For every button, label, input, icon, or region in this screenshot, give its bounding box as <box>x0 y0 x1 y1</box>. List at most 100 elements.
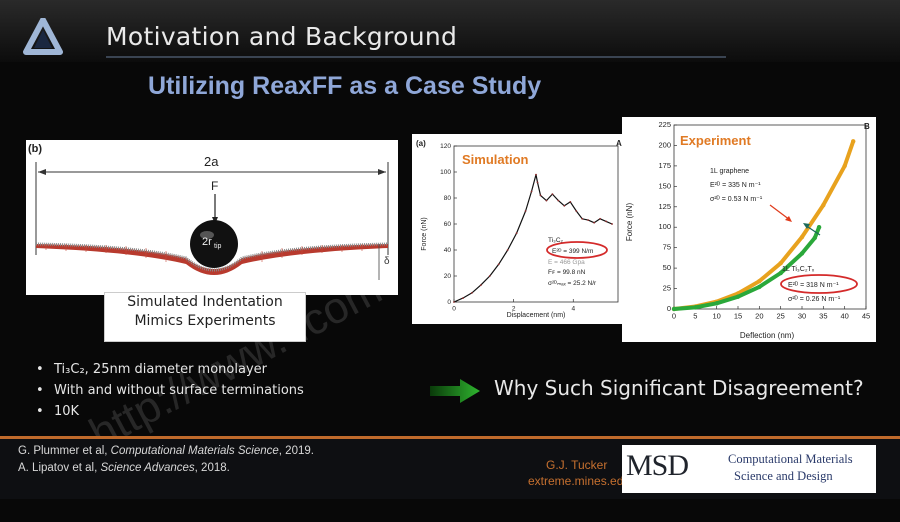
indenter-tip <box>190 220 238 268</box>
y-tick-label: 120 <box>440 143 451 150</box>
data-point <box>587 219 590 221</box>
annot-ff: Fꜰ = 99.8 nN <box>548 269 586 276</box>
bullet-list: Ti₃C₂, 25nm diameter monolayer With and … <box>36 362 304 425</box>
graphene-e2d: E²ᴰ = 335 N m⁻¹ <box>710 182 761 189</box>
y-tick-label: 0 <box>667 304 671 313</box>
x-tick-label: 4 <box>571 306 575 313</box>
data-point <box>497 263 500 266</box>
panel-b-tag: (b) <box>28 143 42 155</box>
panel-B-corner-tag: B <box>864 122 870 131</box>
data-point <box>778 261 783 266</box>
website-link[interactable]: extreme.mines.edu <box>528 474 631 488</box>
y-axis-label: Force (nN) <box>625 203 634 242</box>
graphene-sigma: σ²ᴰ = 0.53 N m⁻¹ <box>710 196 763 203</box>
msd-logo-line-2: Science and Design <box>734 469 833 483</box>
annot-sigma: σ²ᴰₘₐₓ = 25.2 N/r <box>548 280 597 287</box>
simulation-chart: (a) A Simulation Force (nN) Displacement… <box>412 134 624 324</box>
y-tick-label: 40 <box>444 247 452 254</box>
x-tick-label: 2 <box>512 306 516 313</box>
data-point <box>851 139 856 144</box>
y-tick-label: 0 <box>447 299 451 306</box>
data-point <box>569 201 572 203</box>
x-tick-label: 0 <box>672 312 676 321</box>
reference-2: A. Lipatov et al, Science Advances, 2018… <box>18 462 230 474</box>
data-point <box>581 217 584 220</box>
x-tick-label: 5 <box>693 312 697 321</box>
data-point <box>530 190 533 193</box>
dimension-label: 2a <box>204 154 219 169</box>
data-point <box>605 220 607 223</box>
data-point <box>799 234 805 240</box>
data-point <box>535 173 537 176</box>
data-point <box>506 249 509 251</box>
slide-subtitle: Utilizing ReaxFF as a Case Study <box>148 72 542 100</box>
data-point <box>821 202 826 208</box>
y-tick-label: 75 <box>663 243 671 252</box>
chart-title: Experiment <box>680 133 751 148</box>
reference-1: G. Plummer et al, Computational Material… <box>18 445 314 457</box>
y-tick-label: 200 <box>658 140 671 149</box>
x-tick-label: 35 <box>819 312 827 321</box>
data-point <box>563 204 566 207</box>
annot-e2d: E²ᴰ = 399 N/m <box>552 248 593 255</box>
panel-a-corner-tag: A <box>616 139 622 148</box>
list-item: Ti₃C₂, 25nm diameter monolayer <box>36 362 304 383</box>
mxene-label: 1L Ti₃C₂Tₓ <box>782 266 815 273</box>
x-tick-label: 30 <box>798 312 806 321</box>
data-point <box>693 305 698 310</box>
y-tick-label: 100 <box>658 222 671 231</box>
force-label: F <box>211 179 218 193</box>
data-point <box>575 210 578 212</box>
svg-text:2r: 2r <box>202 236 212 248</box>
msd-logo: MSD Computational Materials Science and … <box>622 445 876 493</box>
data-point <box>453 301 455 303</box>
y-tick-label: 175 <box>658 161 671 170</box>
data-point <box>557 199 560 202</box>
data-point <box>551 193 554 195</box>
y-tick-label: 150 <box>658 181 671 190</box>
data-point <box>488 275 491 277</box>
y-tick-label: 60 <box>444 221 452 228</box>
svg-text:tip: tip <box>214 243 222 250</box>
graphene-label: 1L graphene <box>710 168 749 175</box>
x-tick-label: 10 <box>712 312 720 321</box>
data-point <box>714 301 719 306</box>
slide-header <box>0 0 900 62</box>
schematic-caption: Simulated Indentation Mimics Experiments <box>104 292 306 342</box>
list-item: 10K <box>36 404 304 425</box>
experiment-chart: B Experiment Force (nN) Deflection (nm) … <box>622 117 876 342</box>
y-tick-label: 80 <box>444 195 452 202</box>
chart-title: Simulation <box>462 152 529 167</box>
data-point <box>611 223 613 225</box>
x-tick-label: 20 <box>755 312 763 321</box>
data-point <box>671 306 677 312</box>
mxene-sigma: σ²ᴰ = 0.26 N m⁻¹ <box>788 296 841 303</box>
data-point <box>536 181 539 184</box>
arrow-right-icon <box>430 379 480 403</box>
data-point <box>735 294 741 299</box>
data-point <box>812 235 817 241</box>
mxene-e2d: E²ᴰ = 318 N m⁻¹ <box>788 282 839 289</box>
list-item: With and without surface terminations <box>36 383 304 404</box>
data-point <box>539 194 542 197</box>
x-axis-label: Displacement (nm) <box>507 312 566 319</box>
depth-label: δ <box>384 256 390 267</box>
x-tick-label: 40 <box>840 312 848 321</box>
author-name: G.J. Tucker <box>546 458 608 472</box>
highlight-ellipse <box>780 274 858 294</box>
data-point <box>757 284 762 290</box>
university-logo-icon <box>23 18 63 55</box>
data-point <box>842 163 847 169</box>
data-point <box>470 292 473 294</box>
footer-divider <box>0 436 900 439</box>
data-point <box>778 270 783 276</box>
y-tick-label: 125 <box>658 202 671 211</box>
panel-a-tag: (a) <box>416 139 426 148</box>
y-tick-label: 50 <box>663 263 671 272</box>
header-divider <box>106 56 726 58</box>
data-point <box>816 225 822 230</box>
msd-logo-text: MSD <box>626 449 689 482</box>
data-point <box>524 210 527 212</box>
data-point <box>593 221 596 224</box>
annot-material: Ti₃C₂ <box>548 237 564 244</box>
